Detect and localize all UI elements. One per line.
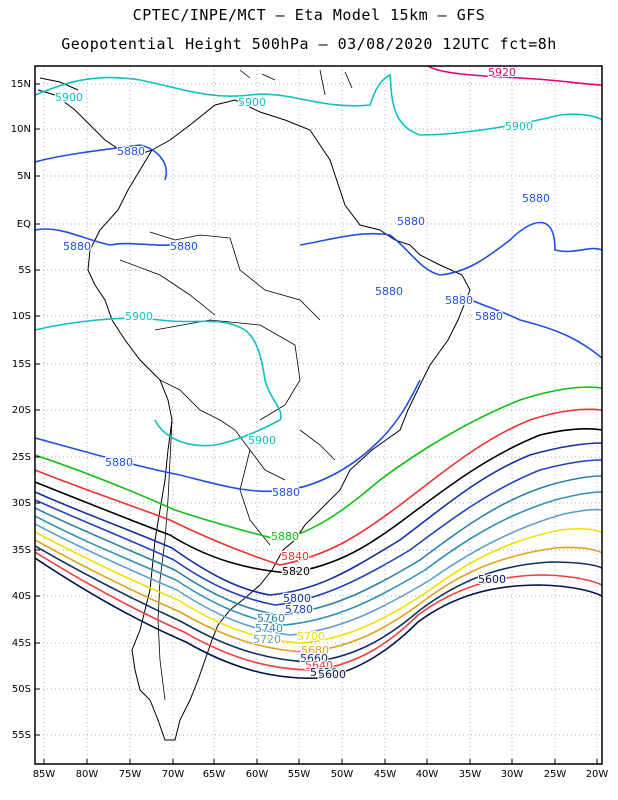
lat-label: EQ [17,219,31,230]
lon-label: 80W [76,769,99,780]
contour-5840 [35,408,602,566]
contour-5700 [35,527,602,644]
contour-label-5780: 5780 [285,603,313,616]
caribbean-islands [239,69,353,96]
contour-label-5880: 5880 [475,310,503,323]
contour-5660 [35,545,602,663]
height-contours [35,66,602,679]
contour-label-5880: 5880 [63,240,91,253]
contour-label-5760: 5760 [257,612,285,625]
lon-label: 25W [544,769,567,780]
contour-label-5740: 5740 [255,622,283,635]
lon-label: 35W [459,769,482,780]
lat-label: 50S [12,684,31,695]
lon-label: 50W [331,769,354,780]
lon-label: 75W [119,769,142,780]
contour-label-5880: 5880 [445,294,473,307]
lat-lon-grid [35,66,602,764]
contour-5800 [35,442,602,596]
contour-5640 [35,551,602,671]
country-borders [119,231,336,701]
lat-label: 10S [12,311,31,322]
contour-label-5880: 5880 [271,530,299,543]
lon-label: 60W [246,769,269,780]
lat-label: 45S [12,638,31,649]
contour-5680 [35,539,602,653]
contour-label-5640: 5640 [305,659,333,672]
contour-labels: 5920590059005900590059005880588058805880… [54,65,552,683]
map-frame [34,65,603,765]
contour-label-5800: 5800 [283,592,311,605]
axis-ticks: 15N 10N 5N EQ 5S 10S 15S 20S 25S 30S 35S 40S 45S 50S 5… [11,79,609,780]
contour-label-5880: 5880 [375,285,403,298]
contour-label-5880: 5880 [117,145,145,158]
contour-label-5600: 5600 [478,573,506,586]
contour-label-5900: 5900 [125,310,153,323]
central-america-coastline [37,77,153,156]
lon-label: 30W [501,769,524,780]
lon-label: 70W [162,769,185,780]
contour-label-5900: 5900 [248,434,276,447]
lat-label: 20S [12,405,31,416]
chart-title-line2: Geopotential Height 500hPa – 03/08/2020 … [61,35,557,53]
map-background [35,66,602,764]
contour-5620 [35,557,602,679]
lat-label: 55S [12,730,31,741]
contour-label-5840: 5840 [281,550,309,563]
contour-5880-north [35,144,602,276]
lat-label: 35S [12,545,31,556]
contour-label-5880: 5880 [397,215,425,228]
lon-label: 20W [586,769,609,780]
south-america-coastline [87,99,471,741]
contour-label-5680: 5680 [301,644,329,657]
contour-label-5880: 5880 [272,486,300,499]
lat-label: 30S [12,498,31,509]
contour-label-5880: 5880 [105,456,133,469]
lon-label: 40W [416,769,439,780]
contour-5880-south [35,379,421,493]
contour-5880-coast [459,294,602,359]
lat-label: 40S [12,591,31,602]
lon-label: 45W [374,769,397,780]
contour-label-5880: 5880 [522,192,550,205]
contour-5760 [35,475,602,616]
lat-label: 15N [11,79,31,90]
contour-5720 [35,508,602,636]
contour-5900-south [35,317,282,447]
lon-label: 85W [33,769,56,780]
contour-5920 [427,66,602,86]
contour-label-5700: 5700 [297,630,325,643]
lat-label: 10N [11,124,31,135]
contour-label-5920: 5920 [488,66,516,79]
contour-5820 [35,428,602,574]
contour-label-5880: 5880 [170,240,198,253]
lat-label: 5S [18,265,31,276]
contour-label-5660: 5660 [300,652,328,665]
contour-label-5900: 5900 [238,96,266,109]
lat-label: 25S [12,452,31,463]
contour-5860 [35,386,602,541]
lat-label: 5N [17,171,31,182]
contour-label-5600: 5600 [318,668,346,681]
contour-5900-north [35,73,602,136]
chart-title-line1: CPTEC/INPE/MCT – Eta Model 15km – GFS [132,6,486,24]
lon-label: 65W [203,769,226,780]
contour-5740 [35,491,602,626]
contour-label-5620: 5620 [310,666,338,679]
contour-label-5900: 5900 [505,120,533,133]
contour-label-5820: 5820 [282,565,310,578]
lon-label: 55W [288,769,311,780]
contour-label-5720: 5720 [253,633,281,646]
coastlines [37,69,471,741]
contour-label-5900: 5900 [55,91,83,104]
contour-5780 [35,459,602,606]
lat-label: 15S [12,359,31,370]
